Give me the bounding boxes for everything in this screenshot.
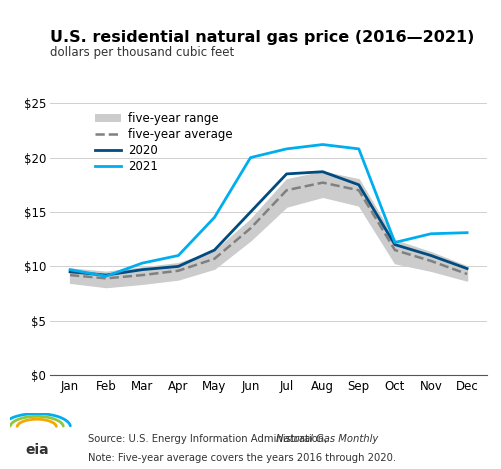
Text: dollars per thousand cubic feet: dollars per thousand cubic feet [50,45,234,59]
Text: eia: eia [25,443,49,457]
Text: U.S. residential natural gas price (2016—2021): U.S. residential natural gas price (2016… [50,30,473,45]
Text: Source: U.S. Energy Information Administration,: Source: U.S. Energy Information Administ… [88,434,330,444]
Text: Natural Gas Monthly: Natural Gas Monthly [276,434,378,444]
Legend: five-year range, five-year average, 2020, 2021: five-year range, five-year average, 2020… [95,112,232,173]
Text: Note: Five-year average covers the years 2016 through 2020.: Note: Five-year average covers the years… [88,453,395,462]
